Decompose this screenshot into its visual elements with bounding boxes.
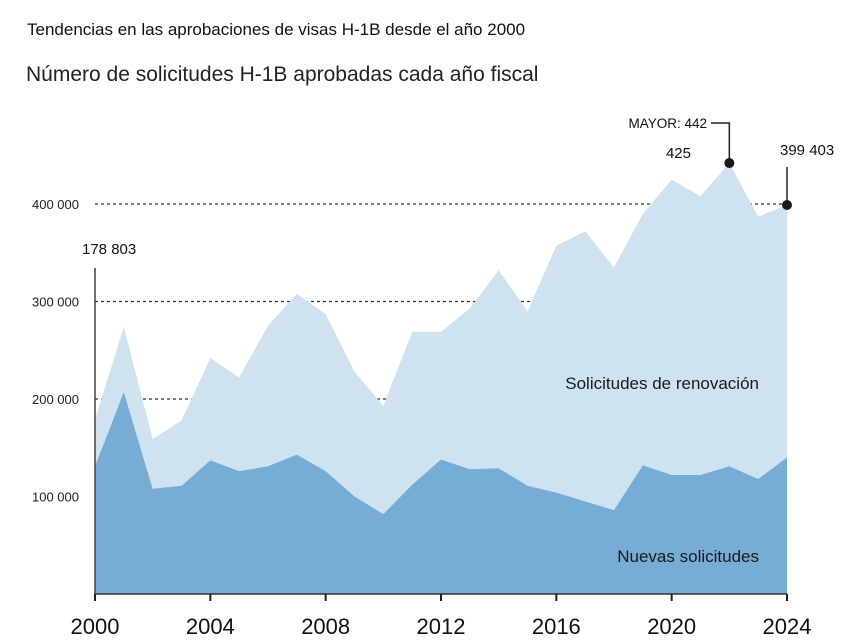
annotation-2020-value: 425 — [666, 145, 691, 162]
x-tick-label: 2008 — [301, 614, 350, 639]
y-tick-label: 200 000 — [32, 392, 79, 407]
header-title: Tendencias en las aprobaciones de visas … — [27, 20, 526, 39]
y-tick-label: 100 000 — [32, 490, 79, 505]
x-tick-label: 2000 — [71, 614, 120, 639]
area-label-new: Nuevas solicitudes — [617, 547, 759, 566]
annotation-2000-value: 178 803 — [82, 241, 136, 258]
area-label-renewal: Solicitudes de renovación — [565, 374, 759, 393]
x-tick-label: 2020 — [647, 614, 696, 639]
annotation-peak-marker — [724, 158, 735, 169]
annotation-2024-marker — [782, 199, 792, 210]
y-tick-label: 300 000 — [32, 295, 79, 310]
annotations: 178 803 MAYOR: 442 425 399 403 — [82, 116, 834, 258]
annotation-peak-label: MAYOR: 442 — [628, 116, 707, 131]
x-ticks: 2000 2004 2008 2012 2016 2020 2024 — [71, 594, 812, 639]
areas — [95, 163, 787, 594]
x-tick-label: 2024 — [763, 614, 812, 639]
annotation-peak-leader — [711, 122, 731, 164]
chart-title: Número de solicitudes H-1B aprobadas cad… — [26, 63, 539, 86]
annotation-2024-value: 399 403 — [780, 142, 834, 159]
y-tick-label: 400 000 — [32, 197, 79, 212]
y-tick-labels: 100 000 200 000 300 000 400 000 — [32, 197, 79, 505]
area-labels: Solicitudes de renovación Nuevas solicitu… — [565, 374, 759, 566]
x-tick-label: 2012 — [417, 614, 466, 639]
area-new-applications — [95, 392, 787, 594]
area-renewal-applications — [95, 163, 787, 515]
x-tick-label: 2004 — [186, 614, 235, 639]
x-tick-label: 2016 — [532, 614, 581, 639]
